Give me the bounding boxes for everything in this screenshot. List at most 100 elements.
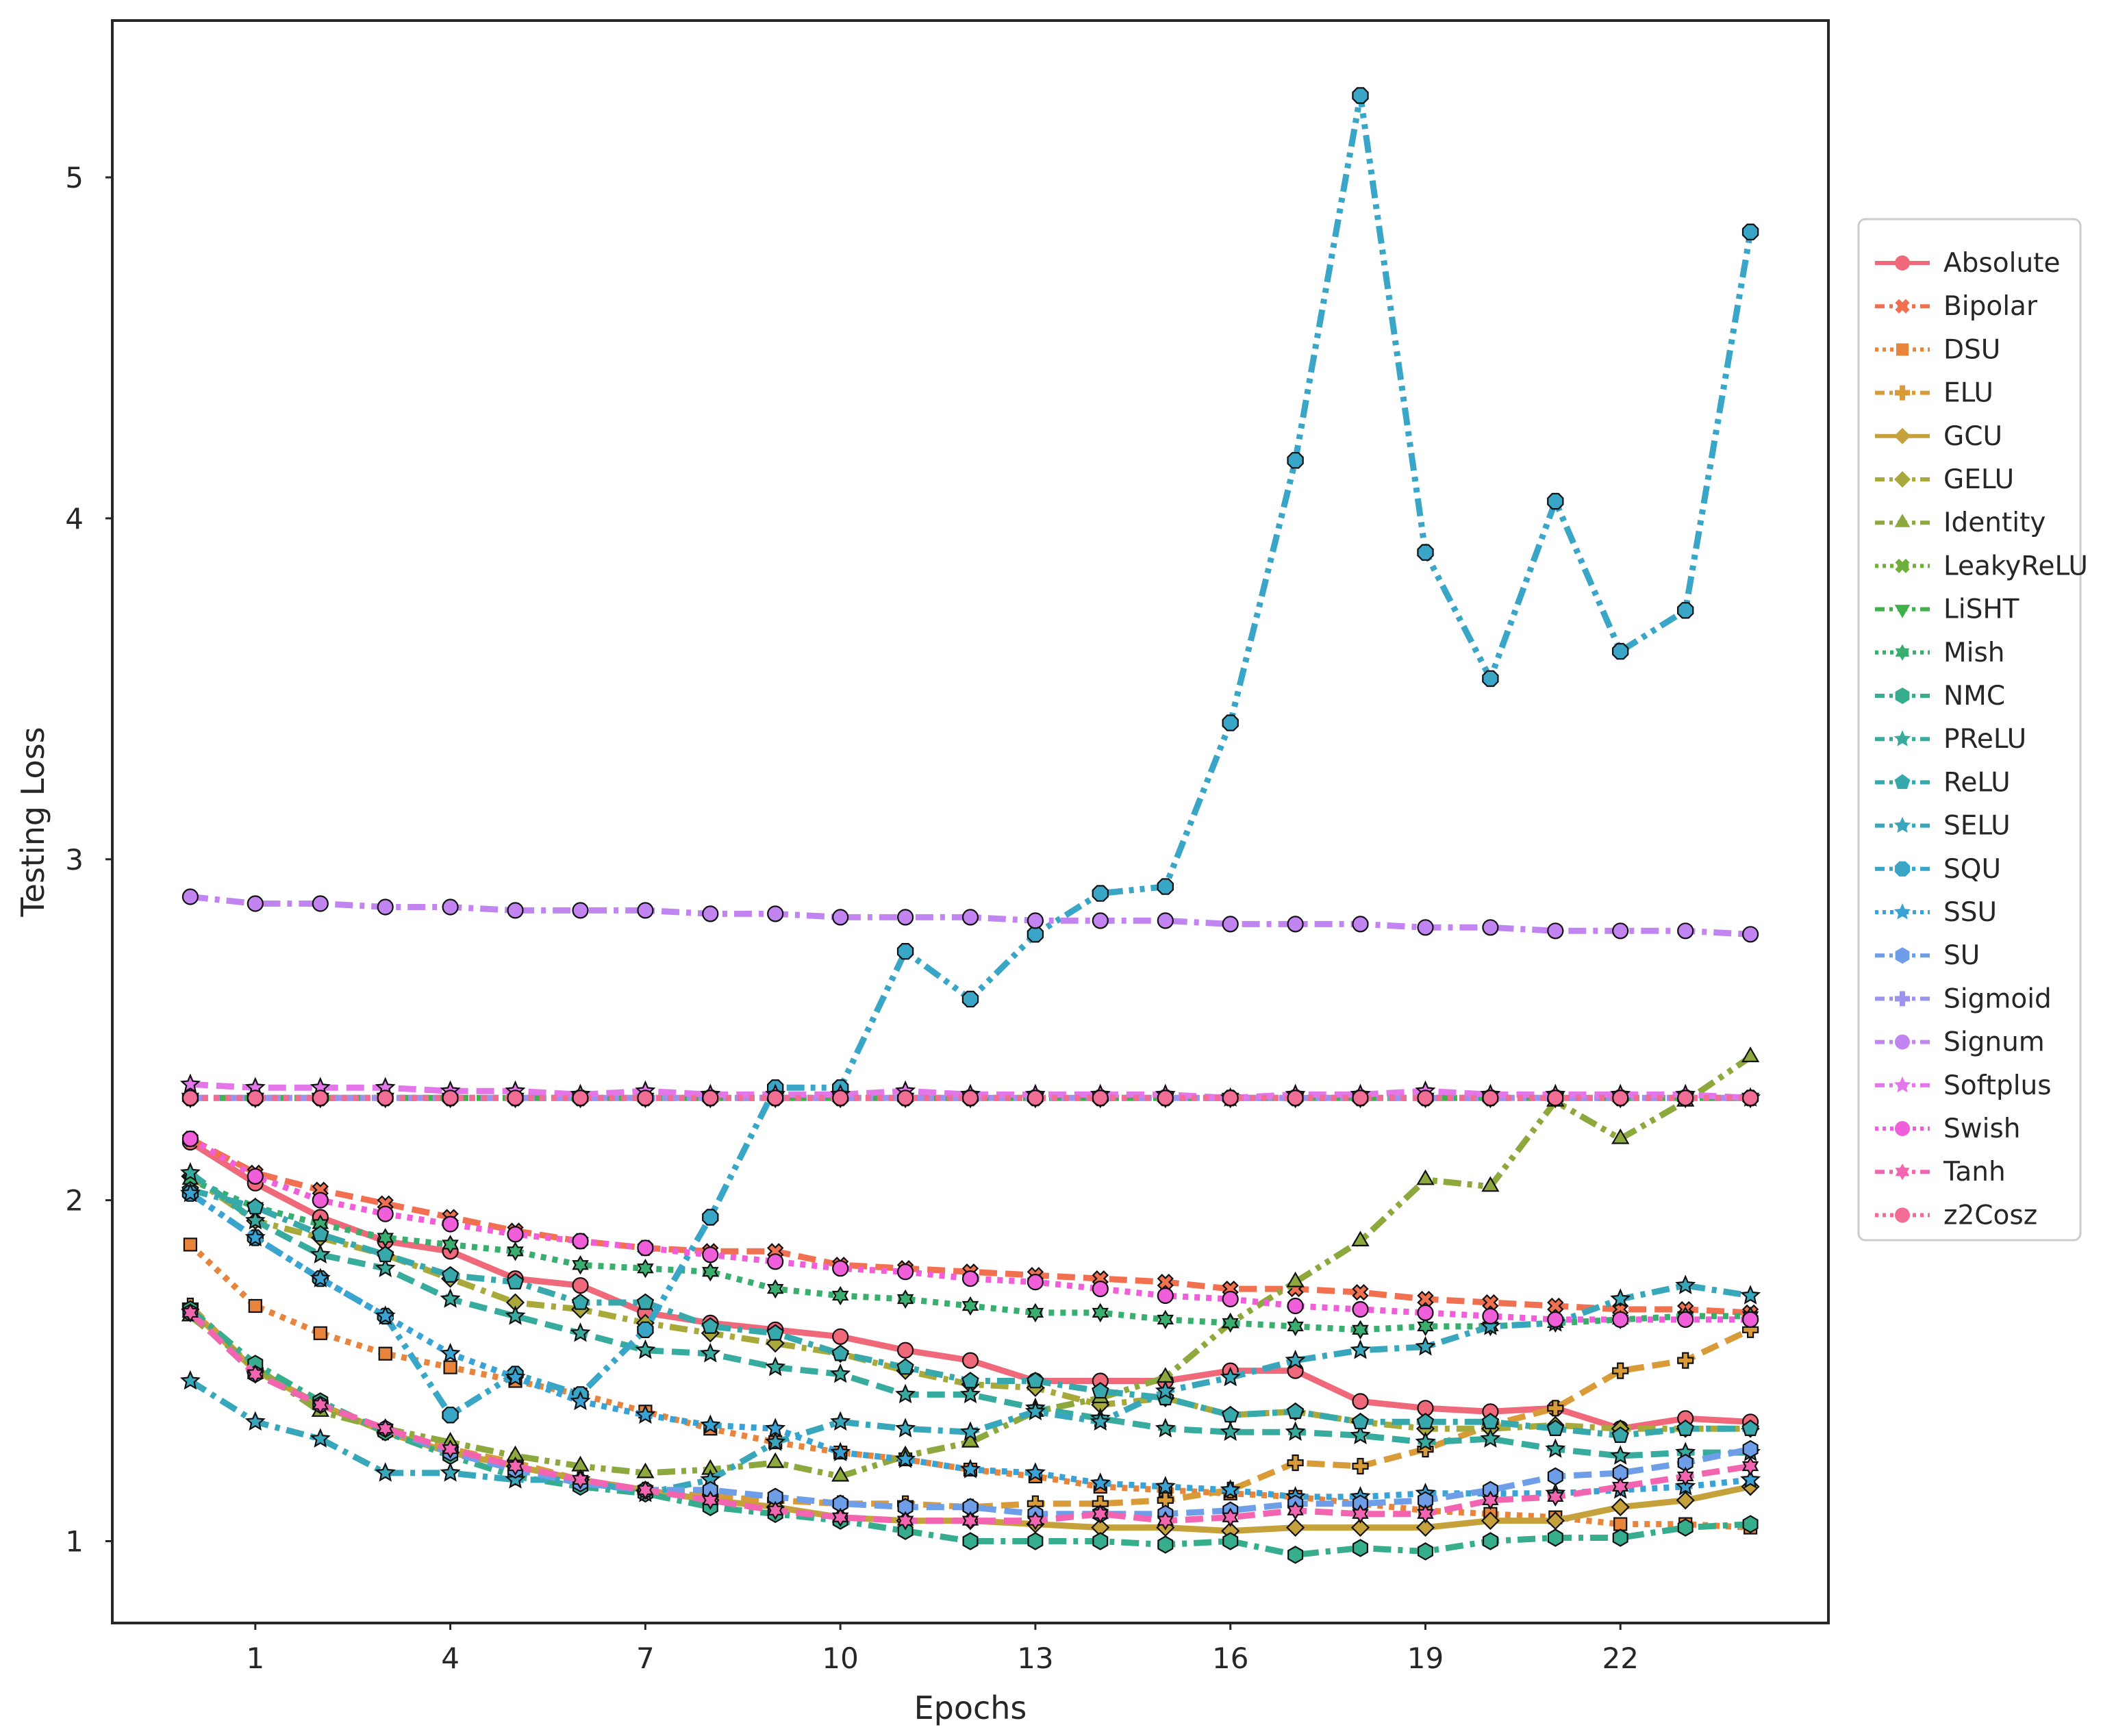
data-point-z2cosz <box>1742 1090 1759 1107</box>
data-point-prelu <box>635 1339 656 1359</box>
data-point-mish <box>702 1262 719 1282</box>
data-point-tanh <box>831 1507 849 1527</box>
data-point-squ <box>896 943 914 960</box>
data-point-su <box>1742 1439 1759 1459</box>
data-point-squ <box>702 1209 719 1226</box>
data-point-selu <box>1675 1274 1696 1294</box>
data-point-ssu <box>960 1459 981 1479</box>
y-axis: 1 2 3 4 5 <box>65 161 112 1559</box>
data-point-signum <box>377 898 394 916</box>
data-point-squ <box>961 990 979 1008</box>
legend-marker-signum <box>1895 1034 1910 1050</box>
data-point-nmc <box>1222 1532 1239 1550</box>
legend-item-relu: ReLU <box>1875 767 2011 798</box>
series-swish <box>181 1130 1759 1329</box>
data-point-signum <box>1352 916 1369 933</box>
legend-marker-leakyrelu <box>1895 558 1910 574</box>
legend-item-mish: Mish <box>1875 638 2005 668</box>
legend-label-gelu: GELU <box>1943 464 2014 495</box>
data-point-mish <box>961 1296 979 1316</box>
legend-label-leakyrelu: LeakyReLU <box>1943 551 2088 581</box>
data-point-mish <box>1027 1303 1044 1323</box>
data-point-z2cosz <box>832 1090 849 1107</box>
legend-label-mish: Mish <box>1943 638 2005 668</box>
data-point-gcu <box>1481 1511 1500 1531</box>
data-point-z2cosz <box>1612 1090 1629 1107</box>
data-point-signum <box>767 905 784 922</box>
data-point-squ <box>1352 87 1369 104</box>
data-point-signum <box>961 909 979 926</box>
legend-item-dsu: DSU <box>1875 334 2000 365</box>
data-point-signum <box>1287 916 1304 933</box>
legend-item-z2cosz: z2Cosz <box>1875 1200 2037 1231</box>
data-point-mish <box>637 1259 654 1279</box>
data-point-ssu <box>1024 1462 1046 1482</box>
data-point-signum <box>1482 919 1499 936</box>
data-point-squ <box>1222 714 1239 731</box>
legend-label-swish: Swish <box>1943 1114 2021 1144</box>
data-point-tanh <box>1611 1476 1629 1497</box>
data-point-selu <box>1610 1288 1631 1308</box>
data-point-tanh <box>312 1395 329 1415</box>
data-point-tanh <box>1676 1466 1694 1487</box>
data-point-swish <box>1222 1290 1239 1308</box>
data-point-tanh <box>1092 1504 1109 1524</box>
data-point-prelu <box>1285 1421 1306 1441</box>
data-point-mish <box>766 1279 784 1299</box>
data-point-swish <box>961 1270 979 1287</box>
data-point-bipolar <box>1352 1283 1369 1301</box>
data-point-z2cosz <box>247 1090 264 1107</box>
data-point-selu <box>1740 1285 1761 1305</box>
data-point-relu <box>1092 1382 1109 1399</box>
legend-item-signum: Signum <box>1875 1027 2045 1058</box>
data-point-tanh <box>572 1470 589 1490</box>
legend-item-su: SU <box>1875 940 1980 971</box>
data-point-prelu <box>1480 1428 1501 1448</box>
data-point-prelu <box>179 1162 201 1182</box>
data-point-mish <box>1092 1303 1109 1323</box>
data-point-identity <box>961 1431 980 1448</box>
legend-label-softplus: Softplus <box>1943 1070 2052 1101</box>
data-point-signum <box>896 909 914 926</box>
legend-marker-elu <box>1895 385 1910 401</box>
legend-label-identity: Identity <box>1943 507 2046 538</box>
data-point-z2cosz <box>181 1090 199 1107</box>
legend-frame <box>1857 218 2082 1242</box>
data-point-selu <box>1480 1316 1501 1335</box>
data-point-signum <box>1547 922 1564 940</box>
legend-item-absolute: Absolute <box>1875 248 2060 279</box>
data-point-signum <box>1677 922 1694 940</box>
x-axis-label: Epochs <box>914 1689 1027 1726</box>
data-point-identity <box>1481 1176 1500 1192</box>
data-point-dsu <box>313 1326 327 1340</box>
data-point-ssu <box>895 1448 916 1468</box>
legend: Absolute Bipolar DSU ELU GCU GELU Identity Leak… <box>1857 218 2088 1242</box>
plot-frame <box>111 19 1830 1624</box>
data-point-relu <box>1027 1372 1044 1389</box>
data-point-identity <box>1286 1271 1305 1287</box>
data-point-mish <box>896 1289 914 1309</box>
data-point-tanh <box>896 1511 914 1531</box>
data-point-tanh <box>507 1456 524 1476</box>
data-point-swish <box>1547 1311 1564 1329</box>
data-point-relu <box>1611 1426 1629 1444</box>
data-point-absolute <box>961 1352 979 1369</box>
data-point-ssu <box>375 1305 396 1325</box>
data-point-selu <box>1220 1366 1241 1387</box>
data-point-swish <box>1482 1307 1499 1325</box>
data-point-signum <box>572 902 589 919</box>
data-point-ssu <box>1155 1476 1176 1496</box>
legend-item-sigmoid: Sigmoid <box>1875 983 2052 1014</box>
data-point-squ <box>1157 878 1174 895</box>
data-point-nmc <box>1352 1539 1368 1557</box>
data-point-relu <box>1351 1412 1370 1430</box>
data-point-z2cosz <box>1482 1090 1499 1107</box>
data-point-mish <box>1352 1320 1369 1339</box>
data-point-ssu <box>830 1442 851 1461</box>
data-point-tanh <box>181 1303 199 1323</box>
legend-marker-ssu <box>1893 903 1911 920</box>
data-point-swish <box>1677 1311 1694 1329</box>
data-point-tanh <box>377 1419 394 1439</box>
data-point-selu <box>895 1418 916 1437</box>
legend-label-lisht: LiSHT <box>1943 594 2019 625</box>
